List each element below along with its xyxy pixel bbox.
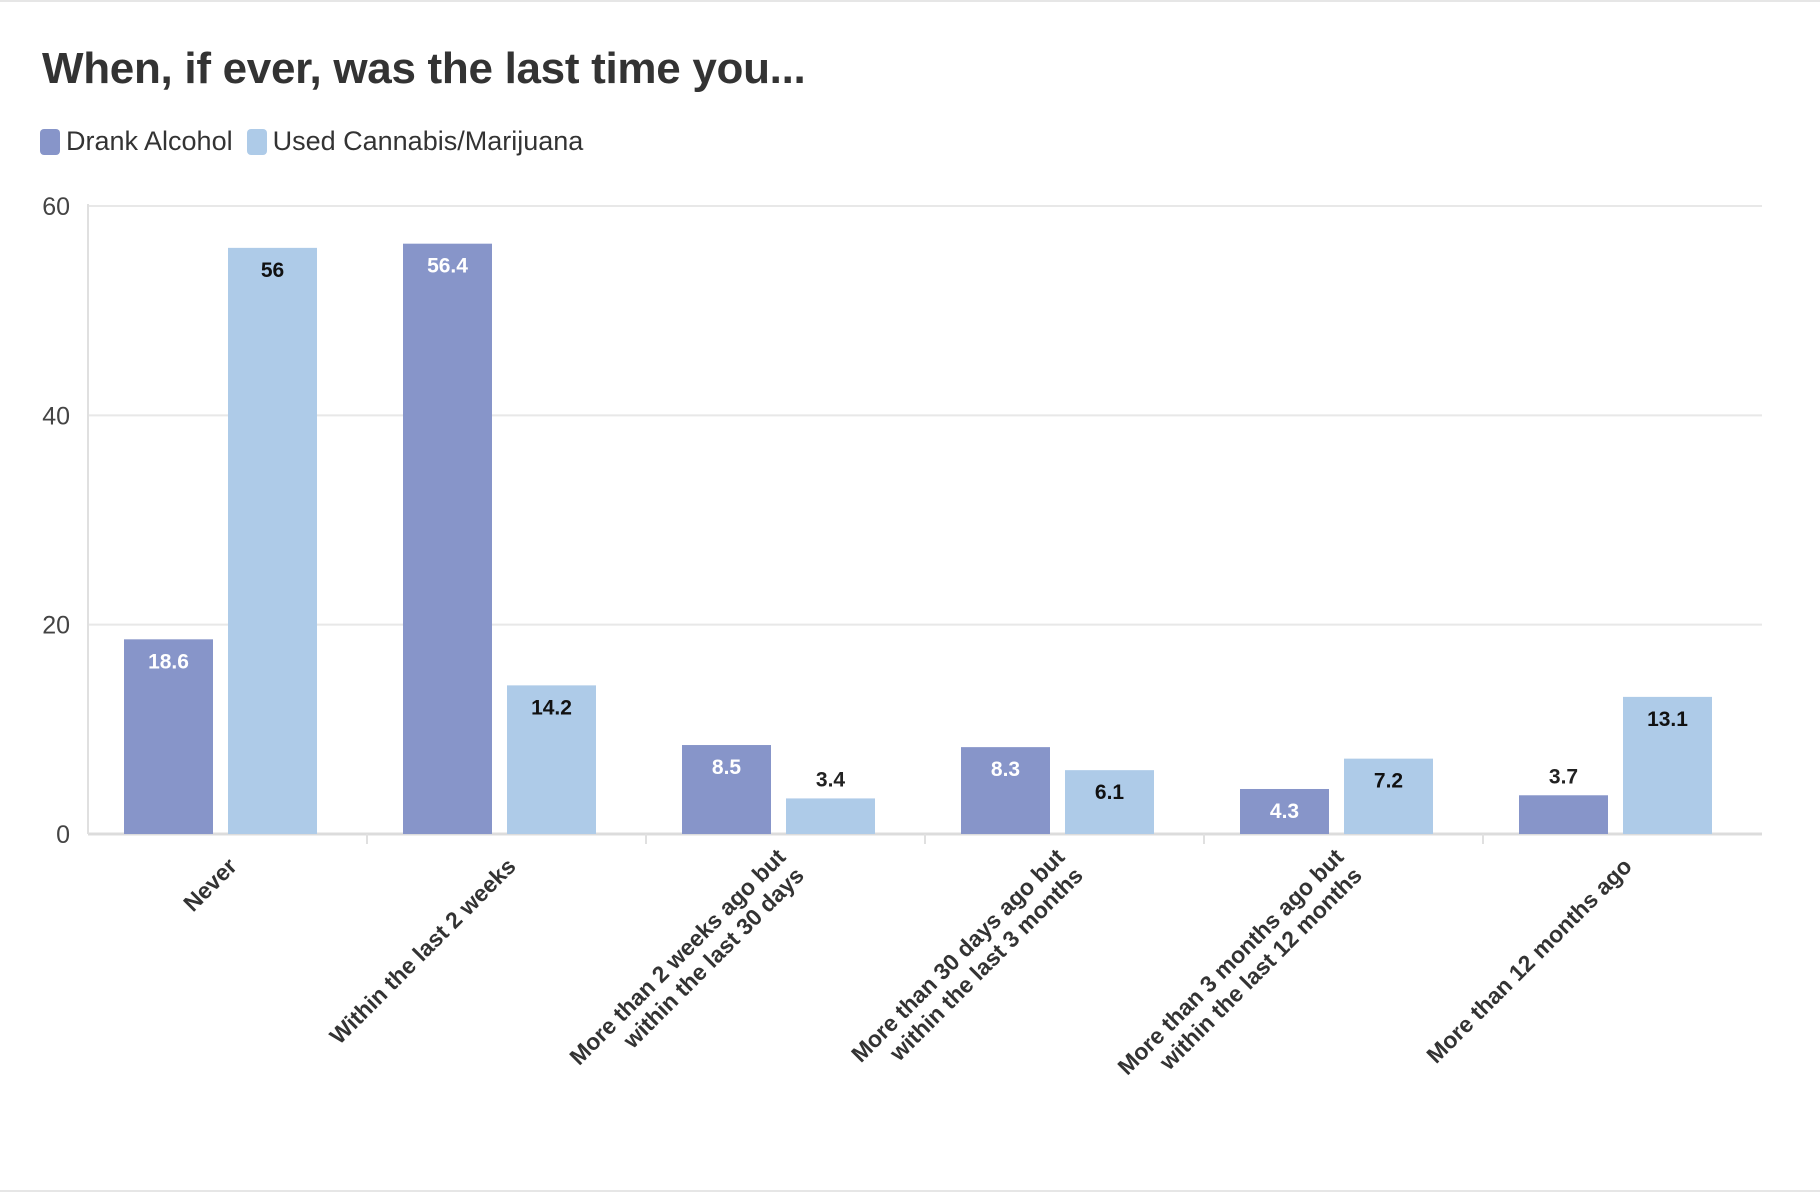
x-category-label-line: within the last 12 months [1154, 862, 1367, 1075]
value-label: 8.3 [991, 758, 1020, 781]
x-category-label-line: More than 3 months ago but [1112, 843, 1348, 1079]
gridlines [88, 205, 1762, 836]
bar-cannabis-5[interactable] [1623, 696, 1712, 834]
legend-item-cannabis[interactable]: Used Cannabis/Marijuana [246, 126, 584, 157]
x-category-label: More than 30 days ago butwithin the last… [846, 843, 1088, 1085]
bar-cannabis-2[interactable] [786, 798, 875, 834]
y-tick-label: 20 [42, 612, 70, 640]
top-divider [0, 0, 1820, 2]
value-label: 8.5 [712, 756, 742, 779]
value-labels: 18.6 56 56.4 14.2 8.5 3.4 8.3 6.1 4.3 7.2 3.7 13.1 [148, 255, 1688, 823]
value-label: 56 [261, 259, 284, 282]
legend-swatch-alcohol [40, 128, 60, 155]
value-label: 7.2 [1374, 770, 1403, 793]
x-category-label-line: More than 30 days ago but [846, 843, 1070, 1067]
y-tick-label: 60 [42, 193, 70, 221]
value-label: 3.7 [1549, 765, 1578, 788]
value-label: 13.1 [1647, 708, 1688, 731]
bar-alcohol-0[interactable] [124, 639, 213, 834]
value-label: 56.4 [427, 255, 468, 278]
legend-item-alcohol[interactable]: Drank Alcohol [40, 126, 233, 157]
bar-cannabis-3[interactable] [1065, 770, 1154, 834]
bar-alcohol-1[interactable] [403, 243, 492, 834]
bar-alcohol-4[interactable] [1240, 788, 1329, 834]
bar-alcohol-5[interactable] [1519, 795, 1608, 834]
chart-legend: Drank Alcohol Used Cannabis/Marijuana [40, 126, 583, 157]
bars [124, 243, 1712, 834]
x-category-label: Never [178, 853, 242, 917]
value-label: 4.3 [1270, 800, 1299, 823]
chart-title: When, if ever, was the last time you... [42, 44, 806, 93]
x-category-label-line: within the last 30 days [617, 862, 809, 1054]
bar-cannabis-0[interactable] [228, 247, 317, 834]
value-label: 3.4 [816, 768, 846, 791]
value-label: 14.2 [531, 696, 572, 719]
x-category-label-line: Within the last 2 weeks [324, 853, 520, 1049]
legend-swatch-cannabis [246, 128, 267, 155]
bottom-divider [0, 1190, 1820, 1192]
x-category-label-line: within the last 3 months [884, 862, 1088, 1066]
bar-alcohol-2[interactable] [682, 745, 771, 834]
legend-label-cannabis: Used Cannabis/Marijuana [272, 126, 584, 156]
y-tick-label: 0 [56, 821, 70, 849]
x-category-label-line: More than 2 weeks ago but [564, 843, 790, 1069]
x-category-label: More than 2 weeks ago butwithin the last… [564, 843, 809, 1088]
x-category-label: Within the last 2 weeks [324, 853, 520, 1049]
legend-label-alcohol: Drank Alcohol [66, 126, 233, 156]
bar-cannabis-1[interactable] [507, 685, 596, 834]
bar-alcohol-3[interactable] [961, 747, 1050, 834]
x-category-label-line: Never [178, 853, 242, 917]
y-tick-label: 40 [42, 402, 70, 430]
bar-cannabis-4[interactable] [1344, 758, 1433, 834]
x-category-label-line: More than 12 months ago [1421, 853, 1636, 1068]
value-label: 6.1 [1095, 781, 1125, 804]
x-category-label: More than 12 months ago [1421, 853, 1636, 1068]
value-label: 18.6 [148, 650, 189, 673]
x-category-label: More than 3 months ago butwithin the las… [1112, 843, 1367, 1098]
